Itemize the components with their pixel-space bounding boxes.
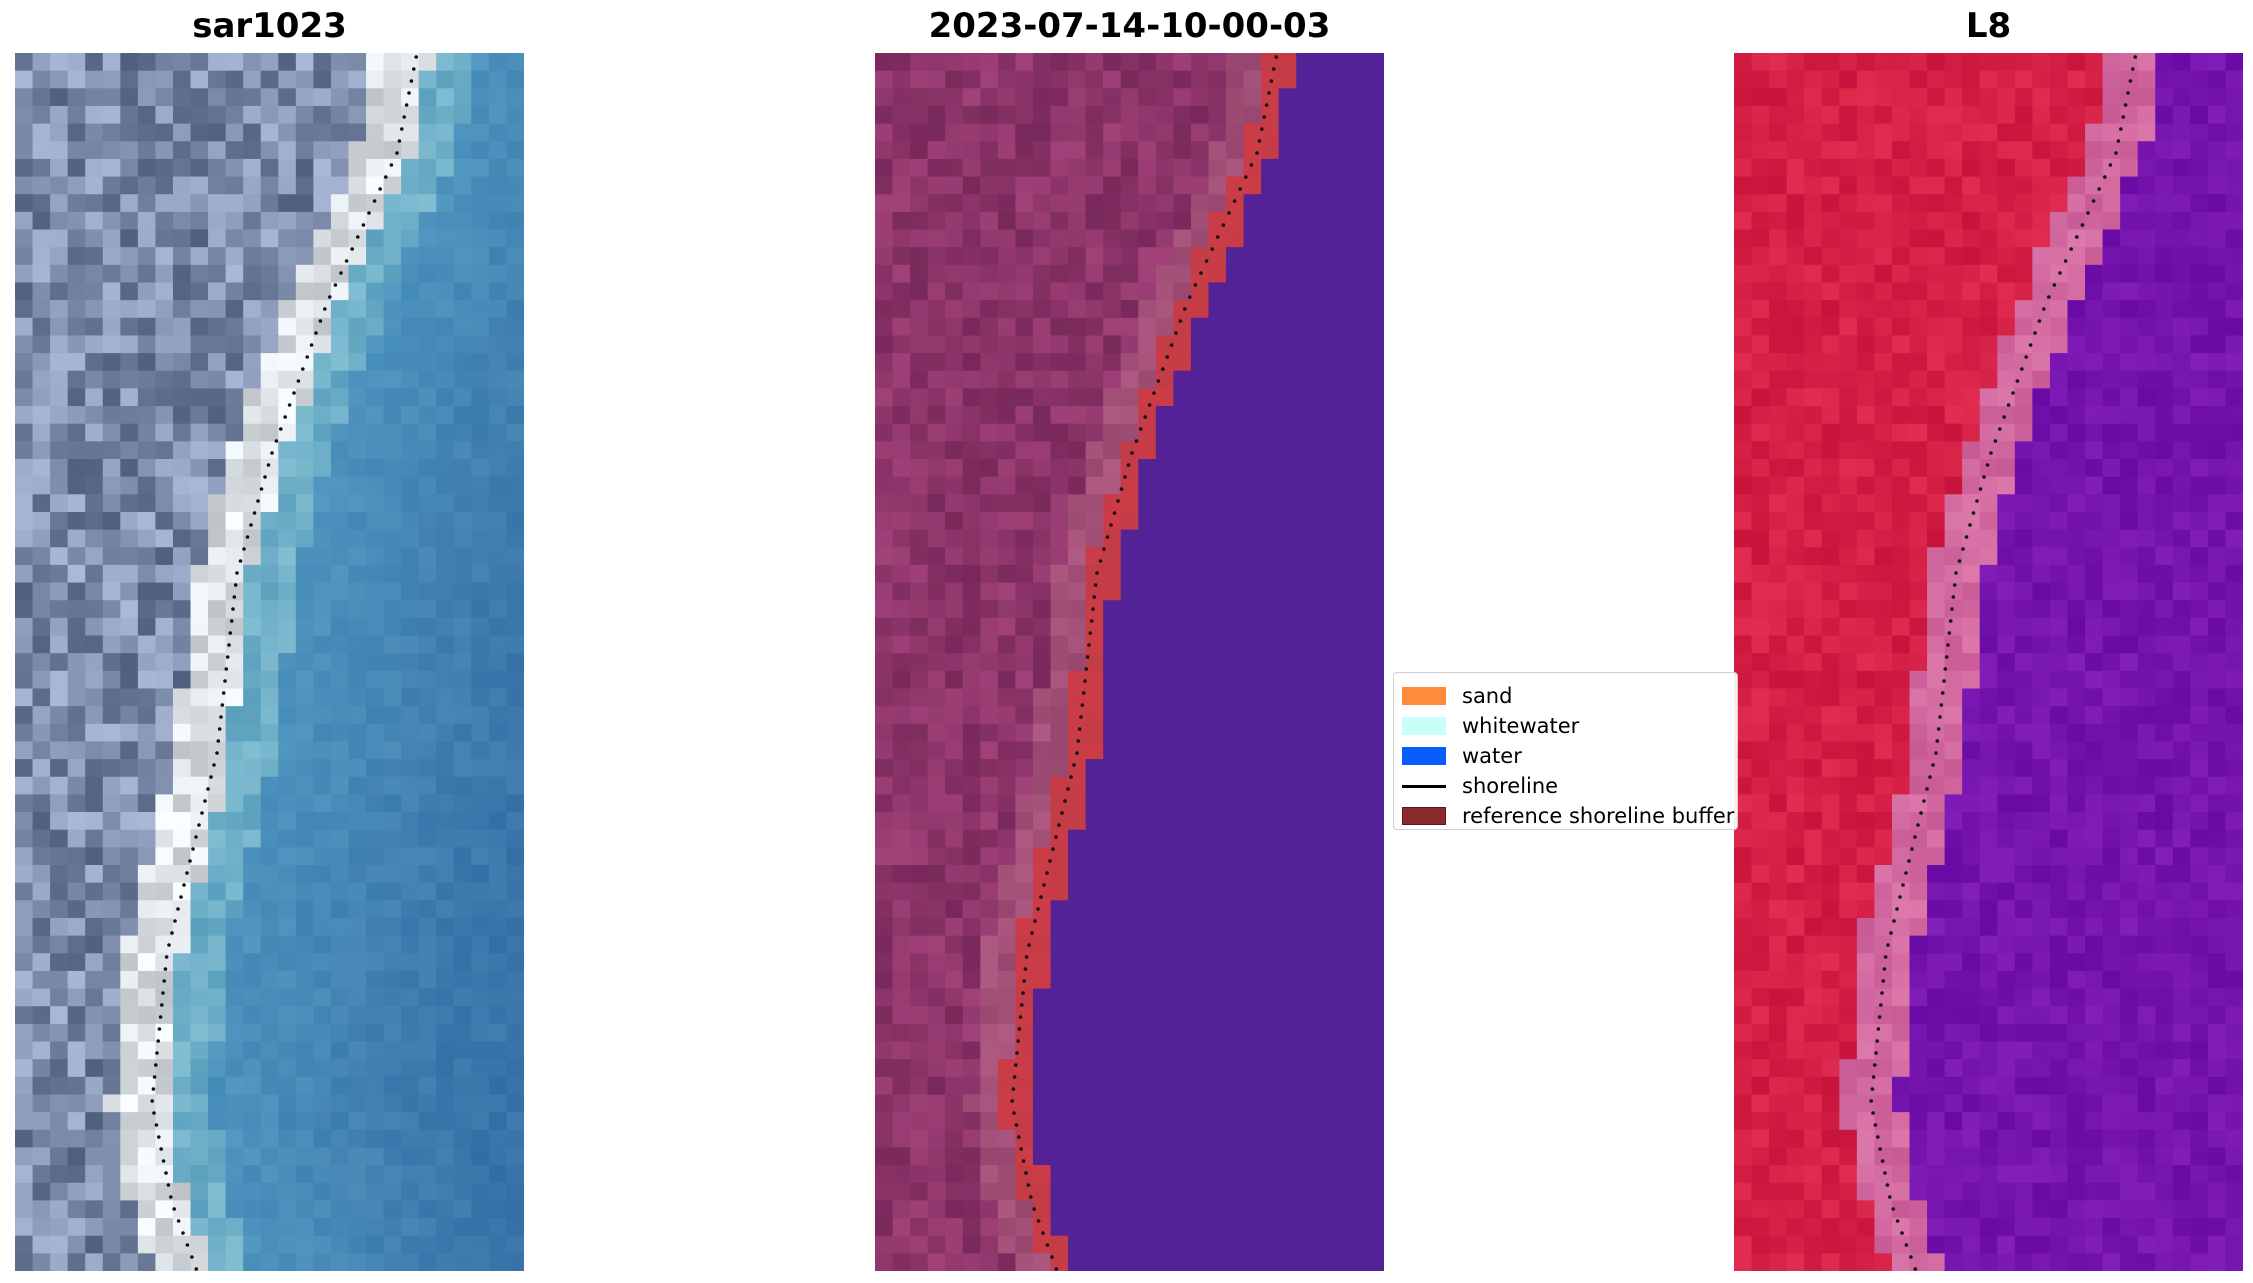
legend-label-whitewater: whitewater [1462,714,1580,738]
false-color-satellite-image [1734,53,2243,1271]
shoreline-dots [150,55,419,1271]
sand-swatch [1402,687,1446,705]
rgb-image-panel [15,53,524,1271]
shoreline-dots [1010,55,1278,1271]
legend-item-reference-buffer: reference shoreline buffer [1402,803,1734,829]
whitewater-swatch [1402,717,1446,735]
false-color-image-panel [1734,53,2243,1271]
reference-buffer-swatch [1402,807,1446,825]
image-pixels [15,53,524,1271]
legend-label-reference-buffer: reference shoreline buffer [1462,804,1735,828]
legend-label-sand: sand [1462,684,1513,708]
legend-item-sand: sand [1402,683,1512,709]
panel-title-right: L8 [1965,6,2012,46]
panel-title-left: sar1023 [192,6,347,46]
legend-label-water: water [1462,744,1522,768]
legend-label-shoreline: shoreline [1462,774,1559,798]
image-pixels [875,53,1384,1271]
shoreline-dots [1869,55,2137,1271]
shoreline-line-swatch [1402,784,1446,788]
legend-item-whitewater: whitewater [1402,713,1579,739]
classified-image-panel [875,53,1384,1271]
legend: sand whitewater water shoreline referenc… [1393,672,1738,830]
rgb-satellite-image [15,53,524,1271]
legend-item-shoreline: shoreline [1402,773,1558,799]
image-pixels [1734,53,2243,1271]
legend-item-water: water [1402,743,1522,769]
water-swatch [1402,747,1446,765]
panel-title-middle: 2023-07-14-10-00-03 [928,6,1331,46]
classified-satellite-image [875,53,1384,1271]
